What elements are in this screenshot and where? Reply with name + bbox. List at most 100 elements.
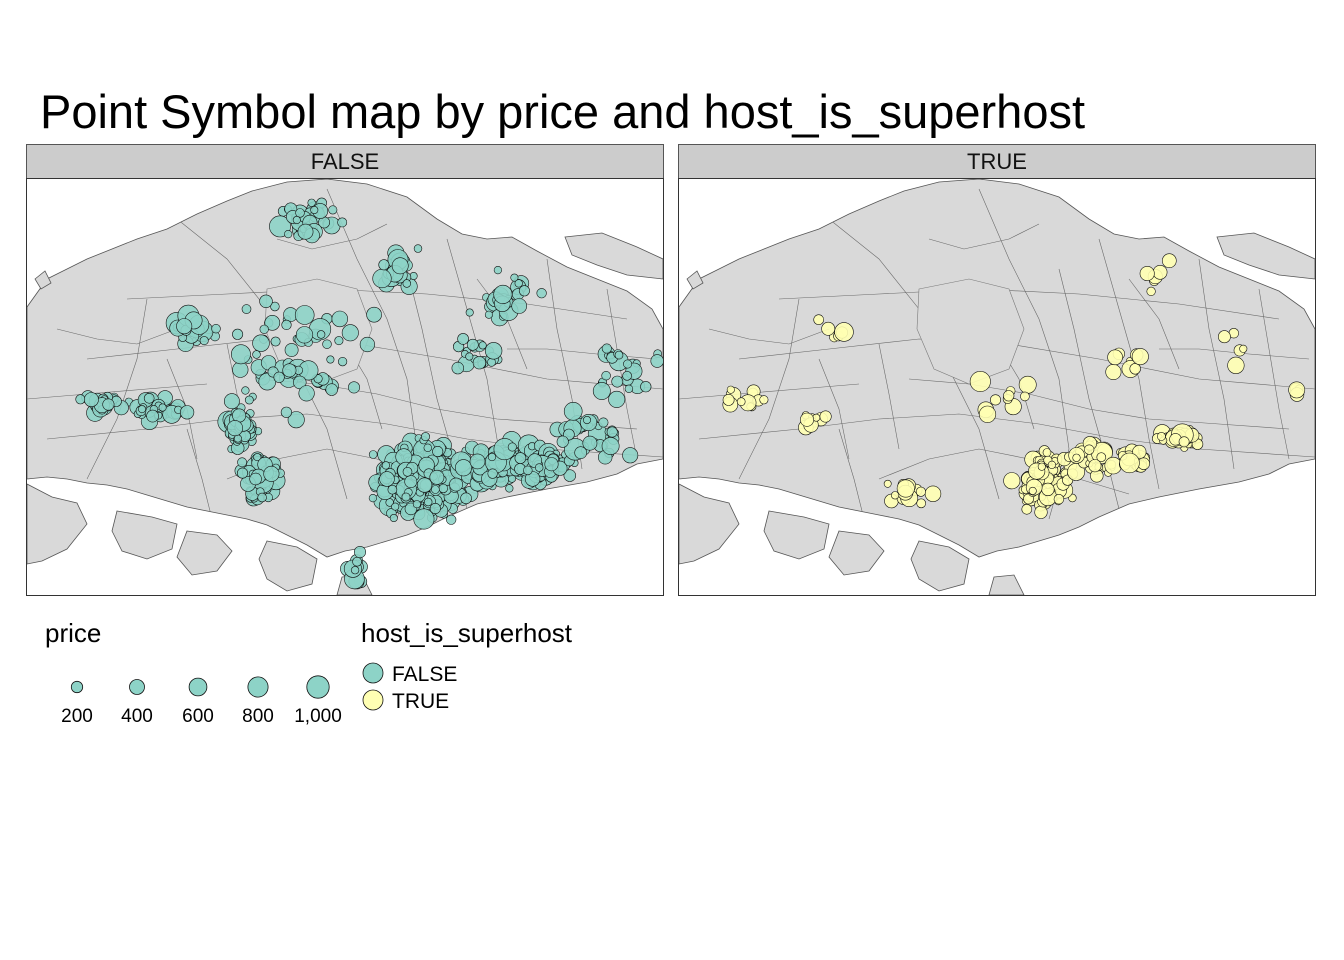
listing-point	[601, 437, 620, 455]
listing-point	[368, 450, 378, 459]
listing-point	[563, 469, 576, 482]
legend-size-label: 800	[242, 706, 274, 727]
map-frame-false[interactable]	[26, 178, 664, 596]
listing-point	[316, 330, 326, 339]
map-panel-false: FALSE	[26, 144, 664, 596]
listing-point	[284, 229, 293, 239]
listing-point	[640, 381, 652, 393]
offshore-island	[910, 540, 970, 592]
listing-point	[608, 390, 626, 408]
listing-point	[465, 308, 474, 317]
listing-point	[544, 457, 559, 472]
listing-point	[487, 452, 497, 462]
listing-point	[270, 336, 281, 347]
listing-point	[326, 355, 335, 364]
listing-point	[614, 350, 624, 360]
listing-point	[282, 363, 297, 378]
listing-point	[423, 443, 432, 452]
listing-point	[417, 477, 433, 493]
listing-point	[146, 409, 159, 423]
listing-point	[295, 326, 314, 344]
listing-point	[334, 336, 344, 346]
map-frame-true[interactable]	[678, 178, 1316, 596]
subzone-boundary	[1198, 258, 1235, 470]
listing-point	[446, 514, 457, 525]
listing-point	[1041, 482, 1055, 497]
listing-point	[413, 508, 435, 530]
offshore-island	[258, 540, 318, 592]
legend-size-label: 1,000	[294, 706, 342, 727]
listing-point	[232, 361, 249, 378]
legend-size-label: 600	[182, 706, 214, 727]
listing-point	[1053, 494, 1065, 505]
listing-point	[280, 406, 292, 418]
listing-point	[759, 395, 769, 405]
legend-size-symbol	[247, 676, 269, 698]
listing-point	[924, 485, 942, 502]
listing-point	[199, 336, 209, 346]
listing-point	[270, 301, 280, 312]
listing-point	[821, 321, 836, 336]
listing-point	[1131, 348, 1149, 366]
listing-point	[563, 402, 583, 421]
listing-point	[237, 467, 249, 479]
subzone-boundary	[126, 288, 628, 320]
listing-point	[1096, 452, 1107, 463]
listing-point	[244, 395, 254, 405]
listing-point	[834, 322, 854, 342]
subzone-boundary	[1159, 348, 1310, 360]
listing-point	[1037, 462, 1046, 471]
legend-size-symbol	[188, 677, 208, 697]
listing-point	[1003, 472, 1021, 490]
page-title: Point Symbol map by price and host_is_su…	[40, 85, 1086, 138]
listing-point	[294, 305, 315, 325]
listing-point	[510, 273, 519, 282]
subzone-boundary	[86, 298, 148, 480]
listing-point	[622, 371, 632, 381]
listing-point	[84, 392, 99, 407]
listing-point	[287, 411, 305, 429]
listing-point	[263, 465, 280, 482]
legend-host-title: host_is_superhost	[361, 618, 573, 648]
panel-strip-false: FALSE	[26, 144, 664, 179]
listing-point	[650, 354, 663, 368]
listing-point	[1028, 486, 1037, 495]
listing-point	[1105, 364, 1122, 381]
listing-point	[1020, 391, 1030, 402]
legend-size-label: 400	[121, 706, 153, 727]
listing-point	[460, 492, 472, 505]
legend-size-label: 200	[61, 706, 93, 727]
listing-point	[75, 394, 86, 405]
listing-point	[514, 279, 523, 288]
listing-point	[402, 279, 411, 288]
listing-point	[404, 475, 418, 488]
listing-point	[351, 566, 360, 575]
listing-point	[493, 265, 503, 275]
listing-point	[1119, 452, 1140, 474]
listing-point	[1042, 448, 1052, 457]
listing-point	[310, 205, 319, 214]
subzone-boundary	[928, 223, 1040, 250]
offshore-island	[686, 270, 704, 290]
listing-point	[281, 319, 292, 330]
listing-point	[413, 244, 423, 253]
listing-point	[574, 446, 588, 460]
offshore-island	[679, 483, 740, 565]
listing-point	[1021, 503, 1033, 515]
listing-point	[524, 471, 541, 487]
listing-point	[429, 502, 441, 514]
listing-points	[75, 197, 663, 590]
listing-point	[505, 484, 514, 493]
listing-point	[916, 498, 926, 509]
listing-point	[176, 318, 193, 335]
listing-point	[622, 447, 639, 464]
listing-point	[253, 453, 262, 462]
listing-point	[180, 405, 195, 420]
listing-point	[819, 410, 832, 423]
listing-point	[1084, 444, 1095, 455]
listing-point	[891, 491, 900, 500]
listing-point	[582, 435, 598, 451]
legend-size-symbol	[70, 680, 84, 694]
listing-point	[401, 492, 411, 502]
listing-point	[237, 457, 247, 468]
